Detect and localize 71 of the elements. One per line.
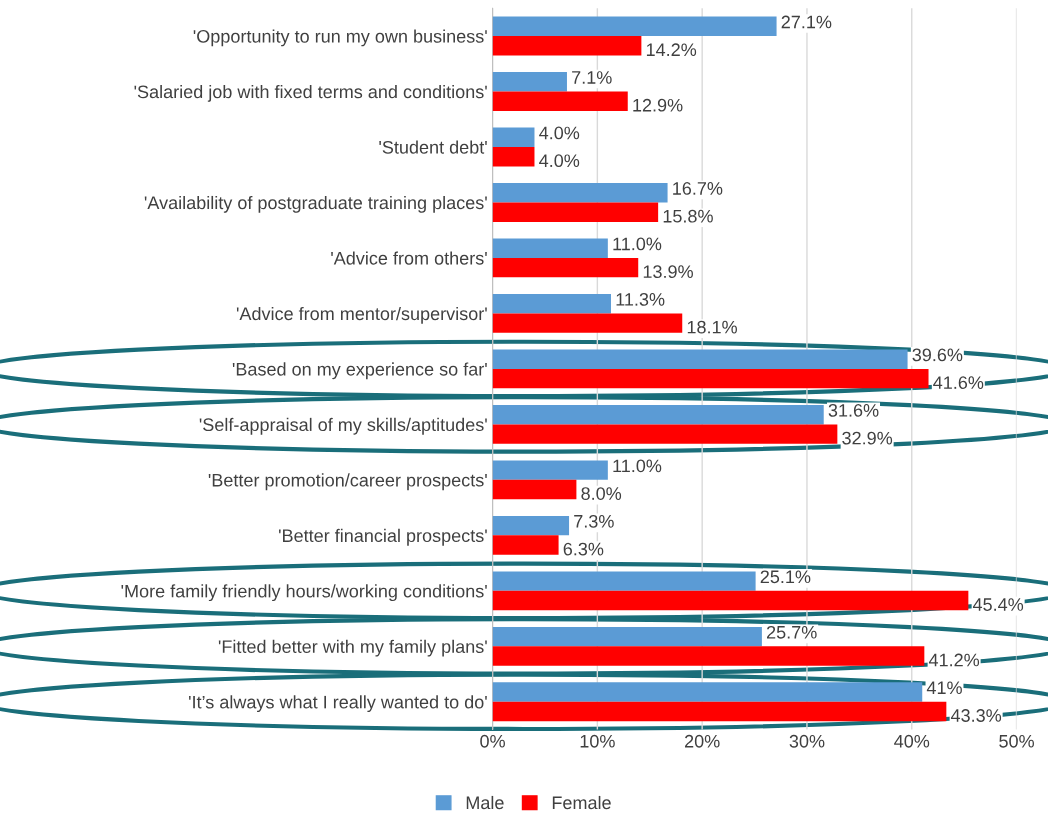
bar <box>492 535 559 555</box>
data-label: 14.2% <box>646 43 697 57</box>
legend-label: Female <box>552 795 611 810</box>
bar <box>492 127 535 147</box>
bar <box>492 183 668 203</box>
data-label: 18.1% <box>687 320 737 334</box>
data-label: 32.9% <box>842 431 893 445</box>
bar <box>492 202 659 222</box>
bar <box>492 646 925 666</box>
data-label: 6.3% <box>563 542 604 556</box>
bar <box>492 460 608 480</box>
bar <box>492 72 567 92</box>
bar <box>492 424 838 444</box>
data-label: 16.7% <box>673 182 723 195</box>
bar <box>492 257 639 278</box>
data-label: 43.3% <box>950 709 1002 722</box>
y-tick-label: 'More family friendly hours/working conditions' <box>121 584 487 602</box>
data-label: 13.9% <box>643 265 693 279</box>
data-label: 31.6% <box>828 403 879 417</box>
y-tick-label: 'Opportunity to run my own business' <box>193 29 487 47</box>
data-label: 27.1% <box>781 15 832 29</box>
bar <box>492 91 628 111</box>
data-label: 12.9% <box>633 98 683 112</box>
y-tick-label: 'Availability of postgraduate training places' <box>144 195 487 213</box>
data-label: 41.6% <box>933 376 984 390</box>
bar <box>492 515 570 536</box>
x-tick-label: 40% <box>894 734 930 748</box>
bar <box>492 16 777 37</box>
x-tick-label: 20% <box>685 734 720 748</box>
bar <box>492 701 947 722</box>
bar <box>492 404 824 425</box>
data-label: 25.1% <box>760 570 811 584</box>
y-tick-label: 'Based on my experience so far' <box>232 362 487 380</box>
data-label: 25.7% <box>767 625 817 639</box>
legend-label: Male <box>466 795 504 810</box>
bar <box>492 36 642 56</box>
data-label: 11.0% <box>613 237 662 251</box>
data-label: 41% <box>926 681 962 695</box>
data-label: 11.3% <box>616 293 665 306</box>
bar <box>492 571 756 591</box>
y-tick-label: 'Fitted better with my family plans' <box>218 639 487 657</box>
y-tick-label: 'Better financial prospects' <box>279 528 487 546</box>
bar <box>492 626 762 647</box>
data-label: 45.4% <box>972 598 1024 611</box>
y-tick-label: 'Student debt' <box>379 140 487 154</box>
data-label: 8.0% <box>581 487 622 500</box>
x-tick-label: 10% <box>580 734 615 748</box>
y-tick-label: 'Salaried job with fixed terms and conditions' <box>134 84 487 102</box>
data-label: 39.6% <box>912 348 963 362</box>
data-label: 4.0% <box>539 154 580 168</box>
y-tick-label: 'Advice from mentor/supervisor' <box>236 306 487 324</box>
y-tick-label: 'Self-appraisal of my skills/aptitudes' <box>199 417 487 435</box>
data-label: 41.2% <box>928 653 980 667</box>
y-tick-label: 'Advice from others' <box>331 251 487 265</box>
x-tick-label: 30% <box>789 734 825 748</box>
data-label: 7.3% <box>574 514 614 528</box>
bar <box>492 479 577 500</box>
bar <box>492 313 683 333</box>
data-label: 15.8% <box>663 209 713 223</box>
bar <box>492 146 535 167</box>
data-label: 4.0% <box>539 126 580 140</box>
data-label: 11.0% <box>613 459 662 473</box>
x-tick-label: 50% <box>999 734 1034 748</box>
bar <box>492 368 929 389</box>
bar <box>492 294 611 314</box>
y-tick-label: 'Better promotion/career prospects' <box>208 473 487 491</box>
data-label: 7.1% <box>572 71 612 84</box>
x-tick-label: 0% <box>480 734 505 748</box>
bar <box>492 682 923 702</box>
y-tick-label: 'It’s always what I really wanted to do' <box>189 695 487 713</box>
bar <box>492 238 608 258</box>
